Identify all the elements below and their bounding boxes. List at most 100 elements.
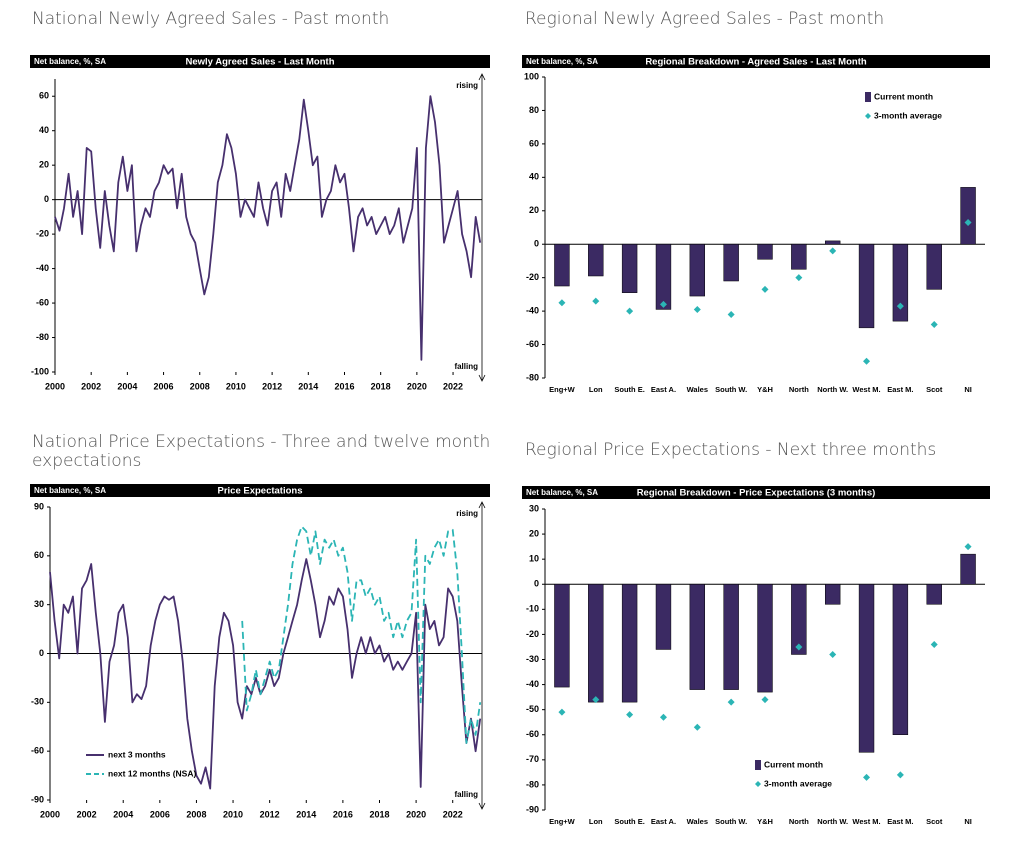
legend-label: Current month (874, 91, 933, 101)
x-tick-label: 2018 (369, 809, 389, 819)
x-tick-label: 2016 (334, 381, 354, 391)
x-tick-label: 2008 (190, 381, 210, 391)
diamond-marker (964, 543, 972, 551)
y-tick-label: -90 (31, 794, 44, 804)
y-tick-label: 100 (524, 71, 539, 81)
y-tick-label: -40 (526, 305, 539, 315)
bar (554, 243, 570, 287)
diamond-marker (727, 310, 735, 318)
x-tick-label: North W. (817, 385, 848, 394)
y-tick-label: -100 (31, 366, 49, 376)
y-tick-label: 80 (529, 105, 539, 115)
x-tick-label: 2000 (40, 809, 60, 819)
chart-title: Price Expectations (217, 486, 302, 497)
annotation: falling (454, 362, 478, 371)
x-tick-label: North (789, 817, 809, 826)
y-tick-label: -60 (31, 746, 44, 756)
bar (824, 240, 841, 245)
y-axis-label: Net balance, %, SA (526, 488, 598, 497)
y-tick-label: -30 (31, 697, 44, 707)
section-heading: Regional Price Expectations - Next three… (525, 440, 937, 460)
y-tick-label: 0 (44, 194, 49, 204)
x-tick-label: Lon (589, 817, 603, 826)
x-tick-label: East M. (887, 385, 913, 394)
x-tick-label: Wales (687, 385, 708, 394)
diamond-marker (829, 247, 837, 255)
legend-label: next 3 months (108, 749, 166, 759)
y-axis-label: Net balance, %, SA (34, 486, 106, 495)
bar (689, 584, 706, 690)
x-tick-label: 2000 (45, 381, 65, 391)
x-tick-label: 2002 (77, 809, 97, 819)
legend-swatch (755, 781, 761, 787)
legend-label: Current month (764, 759, 823, 769)
y-tick-label: 60 (39, 91, 49, 101)
y-tick-label: -60 (526, 729, 539, 739)
y-tick-label: 40 (39, 125, 49, 135)
chart-title: Regional Breakdown - Agreed Sales - Last… (645, 57, 867, 68)
diamond-marker (930, 320, 938, 328)
x-tick-label: South E. (614, 817, 644, 826)
diamond-marker (896, 302, 904, 310)
diamond-marker (964, 218, 972, 226)
diamond-marker (592, 696, 600, 704)
legend-label: next 12 months (NSA) (108, 768, 196, 778)
x-tick-label: 2002 (81, 381, 101, 391)
y-tick-label: -10 (526, 604, 539, 614)
diamond-marker (592, 297, 600, 305)
x-tick-label: 2004 (117, 381, 137, 391)
chart-title: Regional Breakdown - Price Expectations … (637, 488, 876, 499)
arrow-head (478, 374, 486, 382)
x-tick-label: Scot (926, 817, 943, 826)
y-tick-label: 60 (34, 550, 44, 560)
y-tick-label: -60 (36, 297, 49, 307)
diamond-marker (659, 300, 667, 308)
x-tick-label: 2014 (298, 381, 318, 391)
y-tick-label: -50 (526, 704, 539, 714)
diamond-marker (930, 640, 938, 648)
bar (554, 584, 570, 688)
diamond-marker (693, 723, 701, 731)
x-tick-label: 2022 (443, 809, 463, 819)
bar (960, 553, 976, 585)
diamond-marker (896, 771, 904, 779)
x-tick-label: West M. (852, 385, 880, 394)
diamond-marker (863, 357, 871, 365)
bar (621, 584, 638, 703)
diamond-marker (558, 299, 566, 307)
diamond-marker (863, 773, 871, 781)
y-tick-label: -80 (526, 779, 539, 789)
y-tick-label: -20 (36, 228, 49, 238)
y-tick-label: -20 (526, 629, 539, 639)
bar (960, 187, 976, 245)
x-tick-label: Lon (589, 385, 603, 394)
x-tick-label: Wales (687, 817, 708, 826)
bar (757, 584, 773, 693)
y-tick-label: -90 (526, 804, 539, 814)
x-tick-label: North W. (817, 817, 848, 826)
legend-swatch (865, 113, 871, 119)
diamond-marker (829, 650, 837, 658)
x-tick-label: 2010 (226, 381, 246, 391)
legend-swatch (865, 92, 871, 102)
annotation: rising (456, 509, 478, 518)
y-tick-label: 60 (529, 138, 539, 148)
y-axis-label: Net balance, %, SA (526, 57, 598, 66)
diamond-marker (659, 713, 667, 721)
bar (791, 584, 807, 655)
y-tick-label: 20 (529, 528, 539, 538)
y-tick-label: 10 (529, 554, 539, 564)
diamond-marker (693, 305, 701, 313)
x-tick-label: South W. (715, 385, 747, 394)
y-tick-label: 20 (39, 160, 49, 170)
x-tick-label: 2014 (296, 809, 316, 819)
title-bar (522, 55, 990, 68)
y-tick-label: -40 (526, 679, 539, 689)
bar (621, 243, 638, 293)
x-tick-label: Eng+W (549, 817, 576, 826)
x-tick-label: East M. (887, 817, 913, 826)
line-series (241, 525, 482, 744)
y-tick-label: -70 (526, 754, 539, 764)
x-tick-label: South W. (715, 817, 747, 826)
